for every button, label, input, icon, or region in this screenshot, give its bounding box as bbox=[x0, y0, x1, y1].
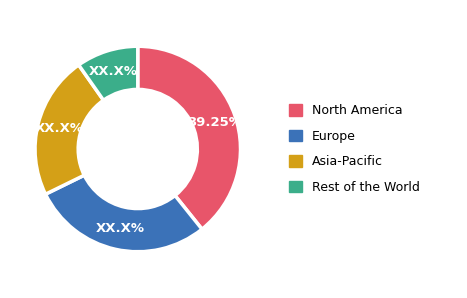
Wedge shape bbox=[138, 46, 241, 229]
Wedge shape bbox=[35, 65, 104, 194]
Text: XX.X%: XX.X% bbox=[89, 65, 138, 78]
Wedge shape bbox=[45, 175, 202, 252]
Wedge shape bbox=[78, 46, 138, 100]
Text: XX.X%: XX.X% bbox=[96, 222, 145, 235]
Legend: North America, Europe, Asia-Pacific, Rest of the World: North America, Europe, Asia-Pacific, Res… bbox=[285, 100, 423, 198]
Text: XX.X%: XX.X% bbox=[35, 122, 84, 135]
Text: 39.25%: 39.25% bbox=[187, 116, 242, 129]
